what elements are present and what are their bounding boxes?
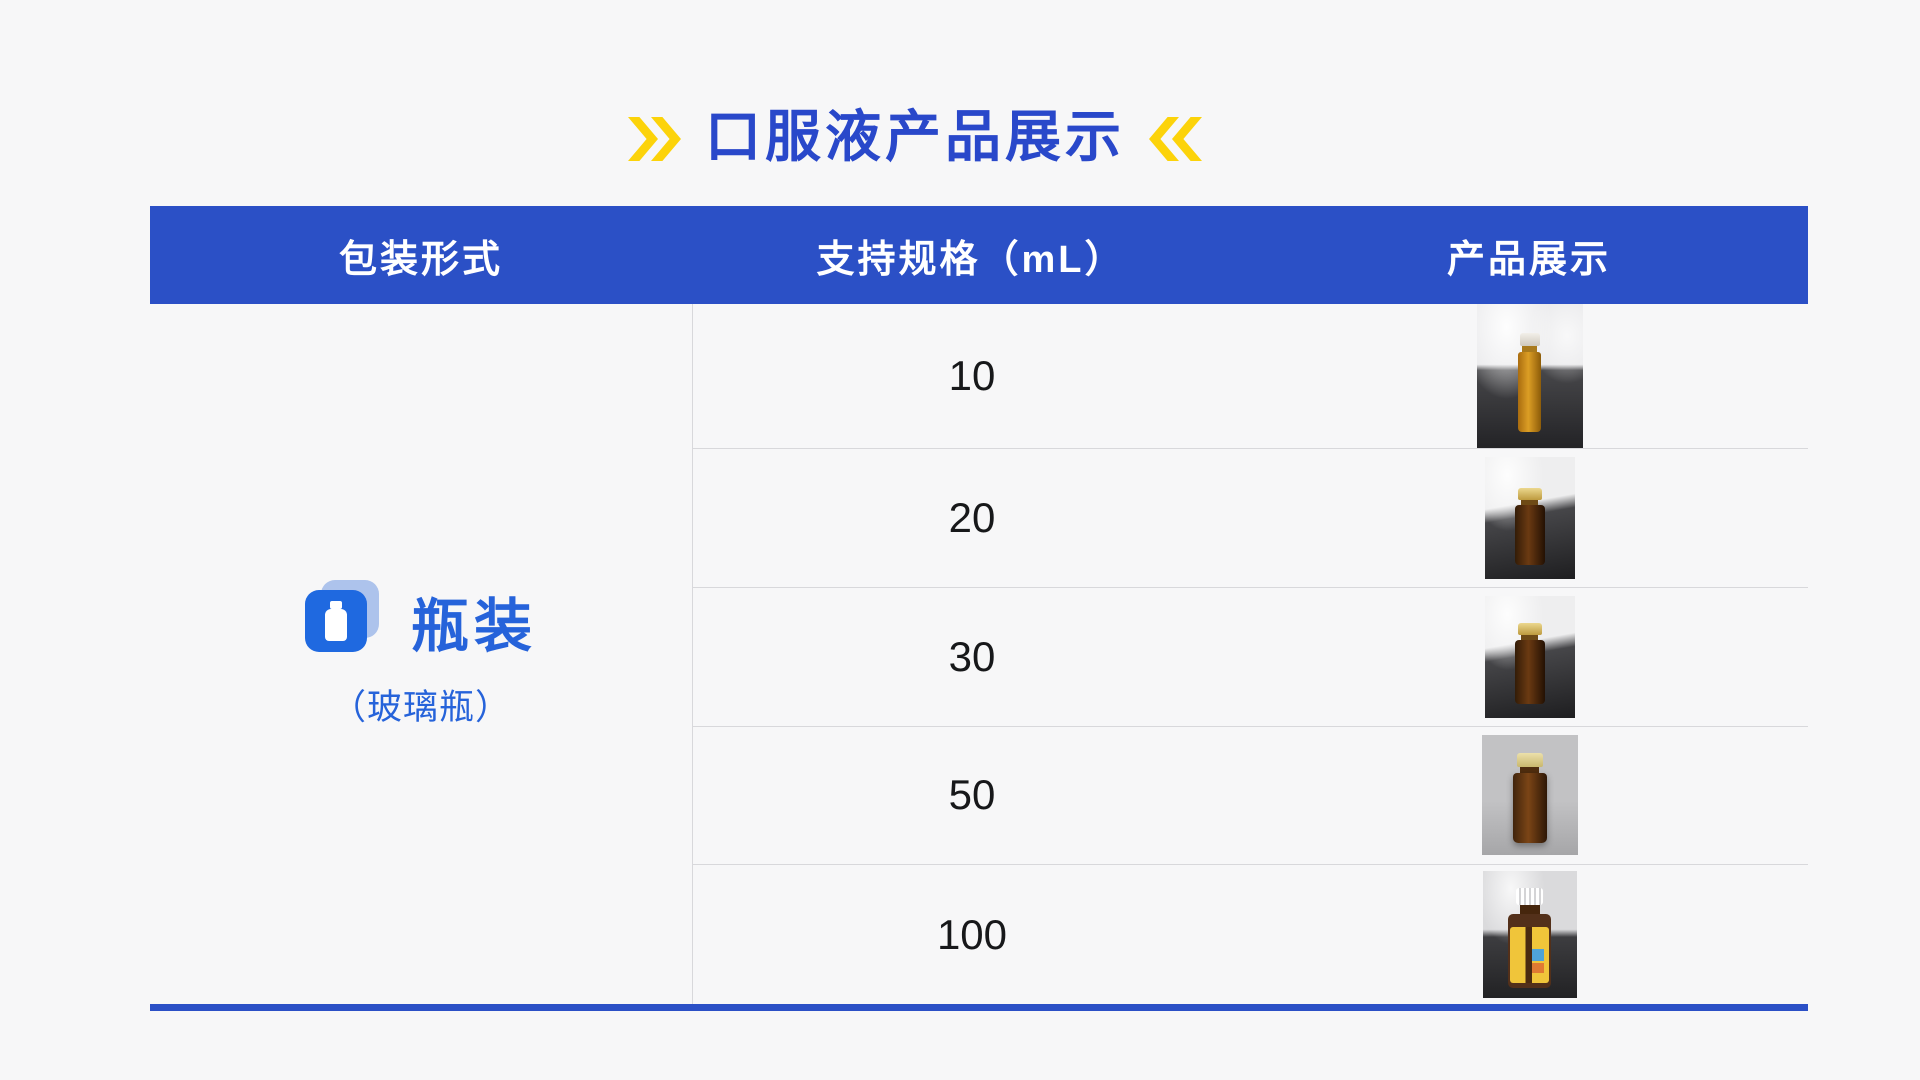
table-row: 100 xyxy=(693,865,1808,1004)
header-packaging-form: 包装形式 xyxy=(338,238,503,281)
double-chevron-right-icon xyxy=(628,117,681,161)
table-body: 瓶装 （玻璃瓶） 10 20 xyxy=(150,304,1808,1011)
bottle-illustration xyxy=(1512,753,1547,844)
spec-value: 10 xyxy=(948,352,996,399)
product-photo xyxy=(1476,304,1583,448)
spec-value: 50 xyxy=(948,771,996,819)
spec-value: 30 xyxy=(948,632,996,680)
table-row: 50 xyxy=(693,727,1808,866)
spec-rows: 10 20 xyxy=(692,304,1808,1004)
product-table: 包装形式 支持规格（mL） 产品展示 瓶装 （玻璃瓶） 10 xyxy=(150,206,1808,1011)
photo-cell xyxy=(1251,304,1808,448)
page-title-text: 口服液产品展示 xyxy=(705,105,1125,169)
double-chevron-left-icon xyxy=(1149,117,1202,161)
bottle-illustration xyxy=(1514,622,1545,704)
product-photo xyxy=(1484,456,1575,579)
photo-cell xyxy=(1251,588,1808,726)
spec-value: 20 xyxy=(948,493,996,541)
bottle-illustration xyxy=(1518,333,1541,432)
bottle-icon-tile xyxy=(304,589,367,652)
table-row: 30 xyxy=(693,588,1808,727)
photo-cell xyxy=(1251,865,1808,1004)
photo-cell xyxy=(1251,449,1808,587)
packaging-label: 瓶装 xyxy=(410,593,537,659)
header-product-display: 产品展示 xyxy=(1446,238,1611,281)
table-row: 20 xyxy=(693,449,1808,588)
page-title: 口服液产品展示 xyxy=(0,0,1875,176)
packaging-sublabel: （玻璃瓶） xyxy=(330,687,511,727)
table-row: 10 xyxy=(693,304,1808,449)
photo-cell xyxy=(1251,727,1808,865)
bottle-illustration xyxy=(1514,487,1545,565)
spec-value: 100 xyxy=(936,910,1008,958)
packaging-main: 瓶装 xyxy=(304,579,537,663)
bottle-icon xyxy=(304,579,381,654)
table-header: 包装形式 支持规格（mL） 产品展示 xyxy=(150,206,1808,304)
bottle-illustration xyxy=(1508,888,1551,989)
product-photo xyxy=(1482,871,1577,998)
product-photo xyxy=(1484,595,1575,718)
packaging-cell: 瓶装 （玻璃瓶） xyxy=(150,304,692,1004)
milk-bottle-glyph xyxy=(324,601,347,641)
header-supported-spec: 支持规格（mL） xyxy=(816,238,1126,281)
product-photo xyxy=(1481,735,1578,856)
